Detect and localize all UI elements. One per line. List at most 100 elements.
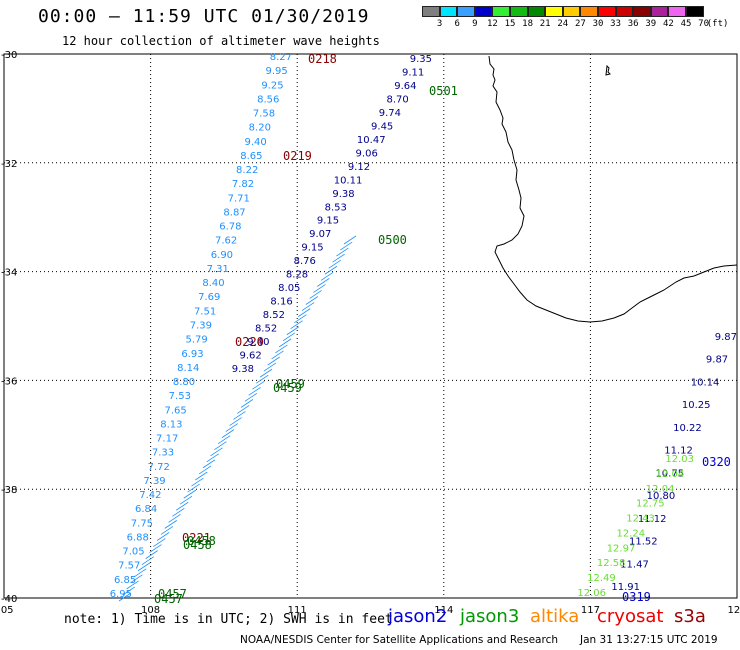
wave-height-value: 9.45 (371, 121, 393, 132)
wave-height-value: 8.52 (255, 324, 277, 335)
track-tick-mark (271, 350, 284, 360)
track-tick-mark (214, 441, 227, 451)
wave-height-value: 8.56 (257, 94, 279, 105)
wave-height-value: 12.43 (626, 514, 655, 525)
wave-height-value: 9.38 (232, 364, 254, 375)
legend-swatch (474, 6, 493, 17)
wave-height-value: 8.87 (223, 207, 245, 218)
track-tick-mark (298, 308, 311, 317)
legend-swatch (633, 6, 651, 17)
wave-height-value: 9.40 (244, 137, 266, 148)
time-label: 0220 (235, 335, 264, 349)
legend-swatch (509, 6, 528, 17)
track-tick-mark (294, 314, 307, 323)
legend-swatch (562, 6, 581, 17)
time-label: 0221 (182, 531, 211, 545)
page-subtitle: 12 hour collection of altimeter wave hei… (62, 34, 380, 48)
wave-height-value: 8.28 (286, 270, 308, 281)
track-tick-mark (339, 241, 353, 251)
legend-swatches (422, 6, 704, 17)
wave-height-value: 9.87 (706, 355, 728, 366)
track-tick-mark (233, 411, 246, 420)
wave-height-value: 9.15 (301, 243, 323, 254)
track-tick-mark (202, 459, 216, 469)
lat-tick-label: -30 (1, 50, 17, 61)
track-tick-mark (179, 495, 193, 505)
satellite-cryosat: cryosat (597, 606, 664, 627)
legend-swatch (668, 6, 686, 17)
time-label: 0459 (276, 377, 305, 391)
legend-swatch (492, 6, 510, 17)
track-tick-mark (168, 514, 181, 523)
lat-tick-label: -40 (1, 594, 17, 605)
page-title: 00:00 – 11:59 UTC 01/30/2019 (38, 6, 370, 27)
legend-swatch (439, 6, 458, 17)
track-tick-mark (206, 453, 219, 463)
track-tick-mark (236, 405, 250, 414)
wave-height-value: 7.42 (139, 490, 161, 501)
wave-height-value: 7.33 (152, 448, 174, 459)
wave-height-value: 7.51 (194, 306, 216, 317)
legend-label: 42 (662, 19, 674, 29)
legend-swatch (580, 6, 598, 17)
wave-height-value: 9.25 (261, 80, 283, 91)
legend-label: 21 (539, 19, 551, 29)
legend-labels: 3 6 9 12 15 18 21 24 27 30 33 36 39 42 45 70 (ft) (422, 17, 729, 31)
track-tick-mark (309, 290, 322, 299)
australia-coastline (488, 55, 738, 323)
wave-height-value: 8.13 (160, 419, 182, 430)
wave-height-value: 11.52 (629, 537, 658, 548)
time-label: 0500 (378, 233, 407, 247)
track-tick-mark (137, 562, 151, 572)
lat-tick-label: -34 (1, 268, 17, 279)
legend-label: 12 (486, 19, 498, 29)
wave-height-value: 6.93 (181, 349, 203, 360)
time-label: 0457 (158, 587, 187, 601)
legend-swatch (615, 6, 634, 17)
wave-height-value: 7.72 (148, 462, 170, 473)
track-tick-mark (164, 520, 177, 529)
time-label: 0219 (283, 149, 312, 163)
legend-swatch (422, 6, 440, 17)
time-label: 0218 (308, 52, 337, 66)
track-tick-mark (126, 580, 139, 590)
wave-height-value: 10.22 (673, 423, 702, 434)
legend-label: 9 (472, 19, 478, 29)
track-tick-mark (156, 532, 170, 541)
wave-height-value: 8.16 (270, 297, 292, 308)
wave-height-value: 7.82 (232, 179, 254, 190)
lat-tick-label: -32 (1, 159, 17, 170)
wave-height-value: 6.78 (219, 222, 241, 233)
legend-label: 70 (698, 19, 710, 29)
legend-label: 45 (680, 19, 692, 29)
track-tick-mark (210, 447, 223, 457)
wave-height-value: 6.85 (114, 575, 136, 586)
wave-height-value: 5.79 (186, 335, 208, 346)
wave-height-value: 9.11 (402, 67, 424, 78)
wave-height-value: 9.62 (239, 351, 261, 362)
wave-height-value: 9.40 (247, 337, 269, 348)
wave-height-value: 7.71 (228, 193, 250, 204)
legend-unit: (ft) (706, 19, 729, 29)
wave-height-value: 10.11 (334, 175, 363, 186)
track-tick-mark (263, 362, 277, 372)
legend-swatch (545, 6, 563, 17)
wave-height-value: 7.05 (122, 547, 144, 558)
wave-height-value: 9.87 (715, 332, 737, 343)
lon-tick-label: 120 (727, 605, 740, 616)
track-tick-mark (187, 483, 200, 493)
time-label: 0457 (154, 592, 183, 606)
wave-height-value: 8.65 (240, 151, 262, 162)
track-tick-mark (191, 477, 204, 487)
track-tick-mark (145, 550, 158, 559)
wave-height-value: 7.62 (215, 236, 237, 247)
track-tick-mark (324, 265, 338, 275)
track-tick-mark (244, 392, 258, 402)
wave-height-value: 7.39 (143, 476, 165, 487)
wave-height-value: 8.27 (270, 52, 292, 63)
wave-height-value: 9.38 (332, 189, 354, 200)
track-tick-mark (118, 592, 132, 602)
wave-height-value: 8.20 (249, 123, 271, 134)
wave-height-value: 7.65 (164, 405, 186, 416)
legend-label: 33 (610, 19, 622, 29)
